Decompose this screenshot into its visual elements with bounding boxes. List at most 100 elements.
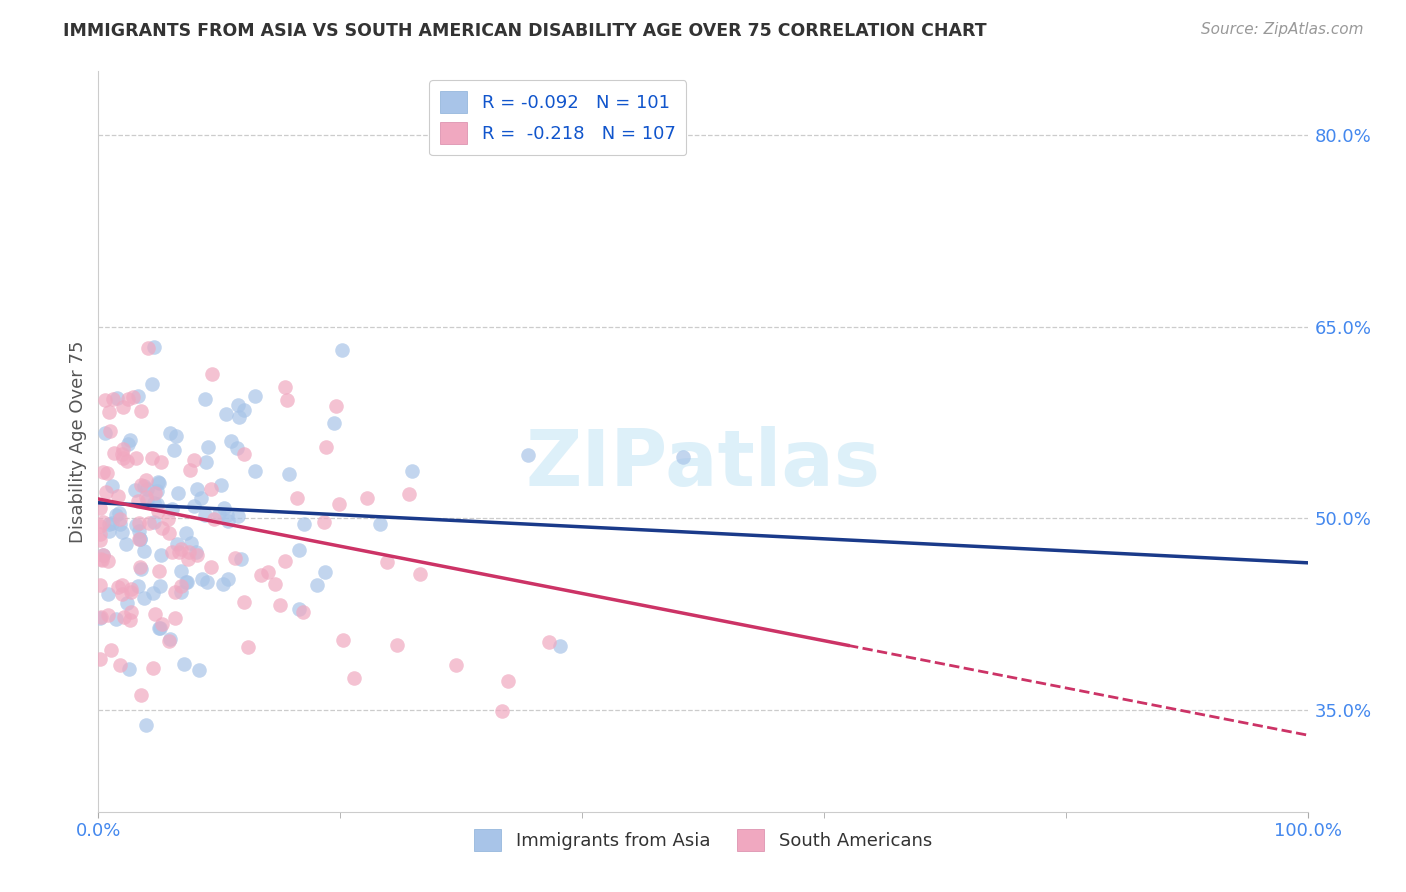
- Point: [194, 508, 217, 522]
- Point: [200, 482, 222, 496]
- Point: [387, 639, 409, 653]
- Point: [129, 533, 152, 547]
- Point: [142, 585, 165, 599]
- Point: [142, 515, 165, 529]
- Point: [132, 479, 155, 493]
- Point: [188, 663, 211, 677]
- Point: [180, 536, 202, 550]
- Point: [370, 517, 392, 532]
- Point: [97, 524, 120, 538]
- Point: [157, 633, 180, 648]
- Point: [194, 392, 217, 406]
- Point: [112, 609, 135, 624]
- Point: [159, 426, 181, 441]
- Point: [141, 376, 163, 391]
- Point: [129, 688, 152, 702]
- Point: [94, 426, 117, 441]
- Point: [124, 483, 146, 498]
- Point: [212, 500, 235, 515]
- Point: [285, 491, 308, 505]
- Point: [96, 466, 118, 480]
- Point: [101, 516, 124, 531]
- Point: [142, 496, 165, 510]
- Point: [125, 450, 148, 465]
- Point: [134, 544, 156, 558]
- Point: [291, 605, 314, 619]
- Point: [108, 657, 131, 672]
- Text: IMMIGRANTS FROM ASIA VS SOUTH AMERICAN DISABILITY AGE OVER 75 CORRELATION CHART: IMMIGRANTS FROM ASIA VS SOUTH AMERICAN D…: [63, 22, 987, 40]
- Point: [111, 525, 134, 540]
- Point: [176, 575, 198, 590]
- Point: [276, 392, 298, 407]
- Point: [118, 433, 141, 447]
- Point: [135, 718, 157, 732]
- Point: [105, 508, 128, 523]
- Point: [101, 392, 124, 407]
- Point: [138, 516, 160, 530]
- Point: [323, 416, 346, 430]
- Point: [125, 518, 148, 533]
- Point: [97, 587, 120, 601]
- Point: [143, 485, 166, 500]
- Point: [101, 479, 124, 493]
- Point: [146, 497, 169, 511]
- Point: [108, 506, 131, 520]
- Point: [167, 485, 190, 500]
- Point: [149, 579, 172, 593]
- Point: [157, 526, 180, 541]
- Point: [128, 559, 150, 574]
- Point: [135, 490, 157, 504]
- Point: [183, 500, 205, 514]
- Point: [110, 512, 132, 526]
- Point: [166, 537, 188, 551]
- Point: [89, 611, 111, 625]
- Point: [107, 580, 129, 594]
- Point: [128, 532, 150, 546]
- Point: [89, 533, 111, 548]
- Point: [170, 541, 193, 556]
- Point: [190, 491, 212, 505]
- Point: [273, 380, 295, 394]
- Point: [148, 621, 170, 635]
- Point: [224, 550, 246, 565]
- Point: [148, 476, 170, 491]
- Point: [111, 451, 134, 466]
- Point: [444, 657, 467, 672]
- Point: [548, 639, 571, 653]
- Point: [111, 448, 134, 462]
- Point: [89, 527, 111, 541]
- Point: [145, 484, 167, 499]
- Point: [165, 611, 187, 625]
- Point: [143, 607, 166, 621]
- Point: [200, 560, 222, 574]
- Point: [94, 392, 117, 407]
- Point: [148, 564, 170, 578]
- Point: [328, 497, 350, 511]
- Point: [163, 584, 186, 599]
- Point: [149, 621, 172, 635]
- Point: [120, 606, 142, 620]
- Point: [342, 671, 364, 685]
- Point: [170, 585, 193, 599]
- Point: [228, 410, 250, 425]
- Point: [170, 579, 193, 593]
- Point: [176, 526, 198, 541]
- Point: [91, 515, 114, 529]
- Point: [219, 434, 242, 449]
- Point: [288, 602, 311, 616]
- Point: [274, 554, 297, 568]
- Point: [110, 587, 132, 601]
- Point: [112, 401, 135, 415]
- Point: [212, 577, 235, 591]
- Point: [243, 464, 266, 478]
- Point: [97, 607, 120, 622]
- Point: [115, 454, 138, 468]
- Point: [111, 442, 134, 456]
- Point: [537, 635, 560, 649]
- Point: [89, 578, 111, 592]
- Point: [117, 437, 139, 451]
- Point: [217, 514, 239, 528]
- Point: [91, 465, 114, 479]
- Point: [150, 548, 173, 562]
- Point: [129, 533, 152, 547]
